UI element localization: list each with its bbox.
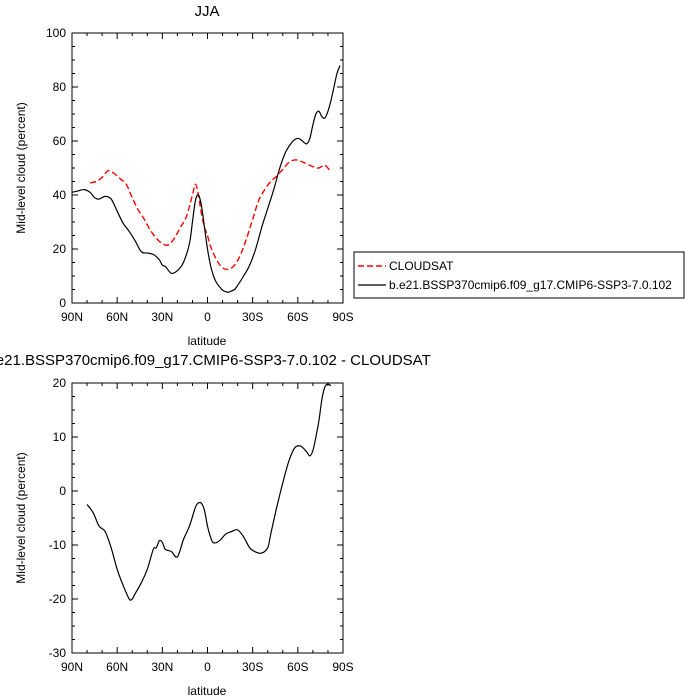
- bottom-plot-frame: [71, 382, 344, 654]
- bottom-x-axis-label: latitude: [188, 684, 227, 698]
- top-y-tick-label: 100: [46, 26, 66, 40]
- bottom-x-tick-label: 90S: [332, 660, 353, 674]
- top-x-tick-label: 90N: [61, 310, 83, 324]
- top-axes: 90N 60N 30N 0 30S 60S 90S 0 20 40 60 80 100: [46, 26, 354, 324]
- bottom-x-tick-label: 90N: [61, 660, 83, 674]
- top-x-tick-label: 60S: [287, 310, 308, 324]
- top-chart-title: JJA: [194, 3, 219, 20]
- bottom-y-tick-label: 20: [53, 376, 67, 390]
- bottom-x-tick-label: 30S: [242, 660, 263, 674]
- top-x-axis-label: latitude: [188, 334, 227, 348]
- bottom-y-tick-label: -20: [49, 592, 67, 606]
- bottom-panel: b.e21.BSSP370cmip6.f09_g17.CMIP6-SSP3-7.…: [0, 352, 431, 698]
- legend-label-cloudsat: CLOUDSAT: [389, 259, 454, 273]
- top-series-layer: [71, 65, 341, 293]
- top-series-line-2: [71, 65, 341, 293]
- top-x-tick-label: 90S: [332, 310, 353, 324]
- top-x-tick-label: 30S: [242, 310, 263, 324]
- bottom-series-line-1: [86, 383, 332, 601]
- bottom-chart-title: b.e21.BSSP370cmip6.f09_g17.CMIP6-SSP3-7.…: [0, 352, 431, 369]
- top-series-line-1: [89, 159, 332, 271]
- top-panel: JJA 90N 60N 30N 0 30S 60S 90S 0 20 40 60 80 100 lati…: [14, 3, 354, 348]
- bottom-x-tick-label: 60N: [106, 660, 128, 674]
- bottom-x-tick-label: 60S: [287, 660, 308, 674]
- top-y-tick-label: 60: [53, 134, 67, 148]
- bottom-x-tick-label: 0: [204, 660, 211, 674]
- bottom-y-tick-label: -30: [49, 646, 67, 660]
- bottom-y-tick-label: 0: [59, 484, 66, 498]
- bottom-y-tick-label: -10: [49, 538, 67, 552]
- top-y-tick-label: 20: [53, 242, 67, 256]
- bottom-y-axis-label: Mid-level cloud (percent): [14, 452, 28, 583]
- top-x-tick-label: 60N: [106, 310, 128, 324]
- top-y-axis-label: Mid-level cloud (percent): [14, 102, 28, 233]
- top-y-tick-label: 40: [53, 188, 67, 202]
- legend: CLOUDSAT b.e21.BSSP370cmip6.f09_g17.CMIP…: [353, 251, 685, 299]
- bottom-x-tick-label: 30N: [151, 660, 173, 674]
- top-x-tick-label: 30N: [151, 310, 173, 324]
- top-plot-frame: [71, 32, 344, 304]
- top-y-tick-label: 80: [53, 80, 67, 94]
- legend-label-model: b.e21.BSSP370cmip6.f09_g17.CMIP6-SSP3-7.…: [389, 278, 672, 292]
- bottom-series-layer: [86, 383, 332, 601]
- legend-box: [353, 251, 685, 299]
- top-y-tick-label: 0: [59, 296, 66, 310]
- bottom-y-tick-label: 10: [53, 430, 67, 444]
- top-x-tick-label: 0: [204, 310, 211, 324]
- bottom-axes: 90N 60N 30N 0 30S 60S 90S -30 -20 -10 0 10 20: [49, 376, 354, 674]
